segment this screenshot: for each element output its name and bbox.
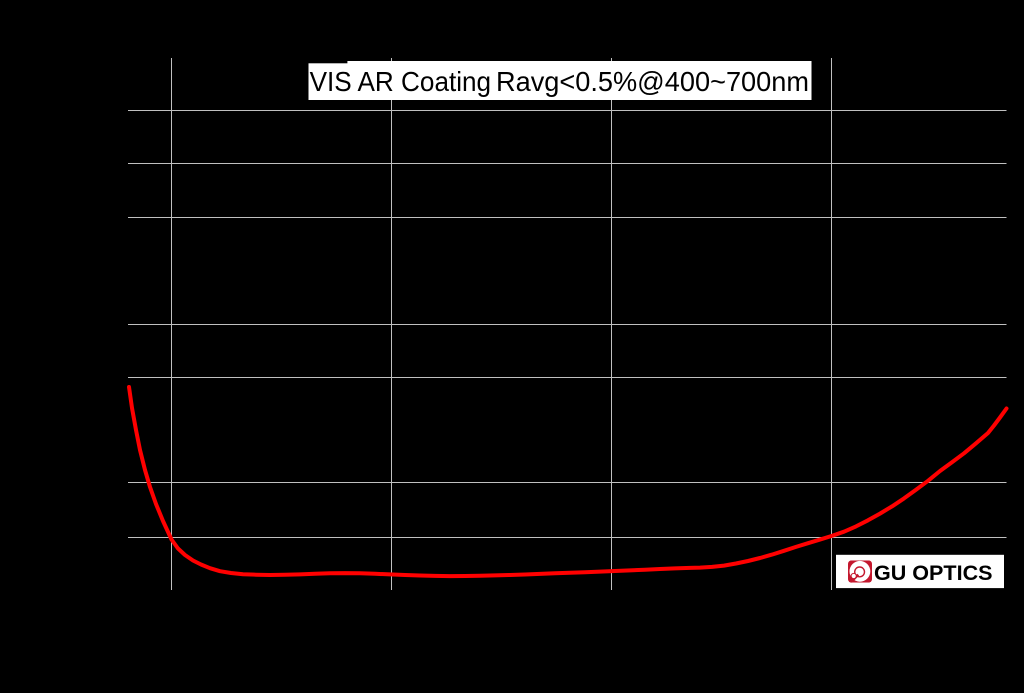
svg-text:Ravg<0.5%@400~700nm: Ravg<0.5%@400~700nm [496,66,809,97]
svg-text:GU OPTICS: GU OPTICS [874,561,993,585]
svg-text:VIS AR Coating: VIS AR Coating [310,66,492,97]
